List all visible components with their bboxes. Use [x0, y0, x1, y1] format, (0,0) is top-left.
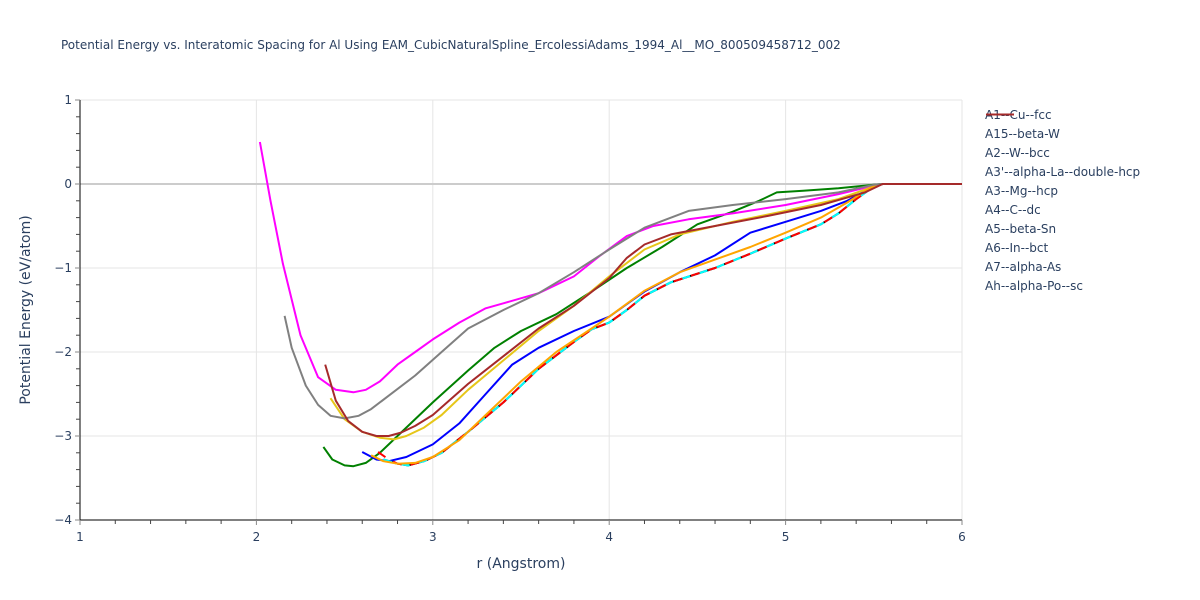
y-axis-ticks: 1 0 −1 −2 −3 −4 [54, 93, 80, 527]
x-axis-title: r (Angstrom) [477, 556, 566, 572]
legend-item[interactable]: A6--In--bct [985, 113, 1140, 257]
legend-label: A3'--alpha-La--double-hcp [985, 164, 1141, 179]
legend-item[interactable]: A3'--alpha-La--double-hcp [985, 113, 1141, 181]
trace-a3-mg-hcp[interactable] [377, 183, 962, 467]
trace-a2-w-bcc[interactable] [361, 183, 962, 463]
trace-a3-alpha-la-double-hcp[interactable] [383, 183, 962, 467]
y-tick-label: −4 [54, 513, 72, 527]
legend-swatch-icon [986, 113, 1014, 116]
y-tick-label: 0 [64, 177, 72, 191]
legend-label: A15--beta-W [985, 126, 1060, 141]
legend-label: A5--beta-Sn [985, 221, 1057, 236]
trace-a7-alpha-as[interactable] [283, 183, 962, 420]
legend-label: A4--C--dc [985, 202, 1041, 217]
trace-a6-in-bct[interactable] [370, 183, 962, 465]
x-tick-label: 4 [605, 530, 613, 544]
legend-label: A2--W--bcc [985, 145, 1050, 160]
legend-item[interactable]: A15--beta-W [985, 113, 1140, 143]
y-tick-label: 1 [64, 93, 72, 107]
x-tick-label: 5 [782, 530, 790, 544]
y-tick-label: −2 [54, 345, 72, 359]
legend-item[interactable]: A5--beta-Sn [985, 113, 1140, 238]
legend-item[interactable]: A2--W--bcc [985, 113, 1140, 162]
x-axis-ticks: 1 2 3 4 5 6 [76, 520, 966, 544]
legend-item[interactable]: A3--Mg--hcp [985, 113, 1140, 200]
trace-ah-alpha-po-sc[interactable] [324, 183, 962, 437]
x-tick-label: 2 [253, 530, 261, 544]
trace-a4-c-dc[interactable] [258, 141, 962, 394]
grid-lines [80, 99, 963, 520]
legend-label: A7--alpha-As [985, 259, 1062, 274]
legend-label: A6--In--bct [985, 240, 1049, 255]
legend-label: A3--Mg--hcp [985, 183, 1058, 198]
legend-item[interactable]: Ah--alpha-Po--sc [985, 113, 1140, 295]
axes [79, 100, 962, 521]
trace-a5-beta-sn[interactable] [329, 183, 963, 441]
y-tick-label: −3 [54, 429, 72, 443]
data-traces [258, 141, 963, 468]
legend: A1--Cu--fcc A15--beta-W A2--W--bcc A3'--alp… [985, 105, 1140, 295]
legend-item[interactable]: A4--C--dc [985, 113, 1140, 219]
x-tick-label: 6 [958, 530, 966, 544]
x-tick-label: 3 [429, 530, 437, 544]
x-tick-label: 1 [76, 530, 84, 544]
trace-a1-cu-fcc[interactable] [383, 183, 962, 467]
trace-a15-beta-w[interactable] [322, 183, 962, 468]
legend-label: Ah--alpha-Po--sc [985, 278, 1083, 293]
y-axis-title: Potential Energy (eV/atom) [18, 215, 34, 404]
legend-item[interactable]: A7--alpha-As [985, 113, 1140, 276]
legend-label: A1--Cu--fcc [985, 107, 1052, 122]
y-tick-label: −1 [54, 261, 72, 275]
chart-title: Potential Energy vs. Interatomic Spacing… [61, 38, 841, 52]
